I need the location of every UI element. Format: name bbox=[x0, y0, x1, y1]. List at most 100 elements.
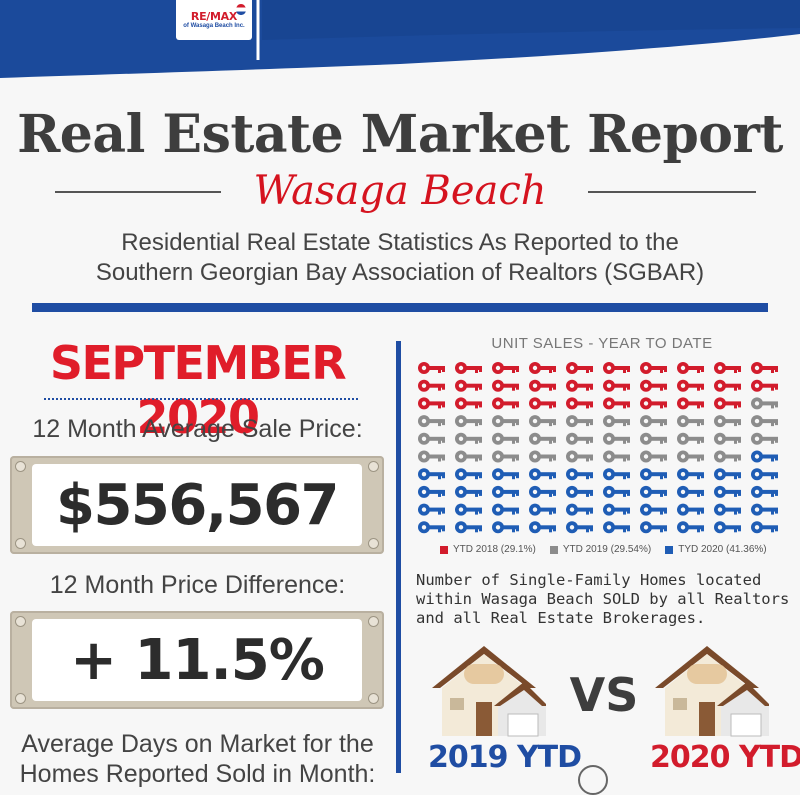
key-icon bbox=[492, 450, 519, 463]
unit-sales-icon-array bbox=[418, 362, 778, 534]
key-icon bbox=[751, 521, 778, 534]
screw-icon bbox=[368, 616, 379, 627]
key-icon bbox=[603, 362, 630, 374]
key-icon bbox=[492, 379, 519, 392]
key-icon bbox=[640, 503, 667, 516]
month-dotted-rule bbox=[44, 398, 358, 400]
key-icon bbox=[418, 468, 445, 481]
key-icon bbox=[640, 432, 667, 445]
key-icon bbox=[492, 485, 519, 498]
days-label-line-2: Homes Reported Sold in Month: bbox=[19, 760, 376, 788]
key-icon bbox=[529, 379, 556, 392]
key-icon bbox=[677, 450, 704, 463]
key-icon bbox=[418, 379, 445, 392]
key-icon bbox=[566, 397, 593, 410]
page-title: Real Estate Market Report bbox=[17, 104, 783, 165]
title-rule-right bbox=[588, 191, 756, 193]
key-icon bbox=[714, 432, 741, 445]
key-icon bbox=[714, 362, 741, 374]
key-icon bbox=[455, 521, 482, 534]
legend-swatch-2018 bbox=[440, 545, 448, 554]
screw-icon bbox=[368, 461, 379, 472]
legend-label-2018: YTD 2018 (29.1%) bbox=[453, 544, 536, 555]
key-icon bbox=[418, 415, 445, 428]
avg-price-value: $556,567 bbox=[32, 464, 362, 546]
key-icon bbox=[492, 521, 519, 534]
days-label-line-1: Average Days on Market for the bbox=[21, 730, 374, 758]
screw-icon bbox=[15, 461, 26, 472]
key-icon bbox=[603, 521, 630, 534]
page-subtitle: Wasaga Beach bbox=[253, 168, 547, 214]
key-icon bbox=[418, 521, 445, 534]
key-icon bbox=[677, 503, 704, 516]
key-icon bbox=[640, 450, 667, 463]
key-icon bbox=[529, 415, 556, 428]
key-icon bbox=[603, 468, 630, 481]
key-icon bbox=[677, 521, 704, 534]
key-icon bbox=[418, 503, 445, 516]
key-icon bbox=[529, 432, 556, 445]
key-icon bbox=[677, 397, 704, 410]
key-icon bbox=[418, 485, 445, 498]
key-icon bbox=[603, 450, 630, 463]
ytd-2020-label: 2020 YTD bbox=[650, 740, 800, 775]
brand-logo[interactable]: RE/MAX of Wasaga Beach Inc. bbox=[176, 0, 252, 40]
key-icon bbox=[492, 432, 519, 445]
key-icon bbox=[603, 397, 630, 410]
key-icon bbox=[751, 397, 778, 410]
price-diff-value: + 11.5% bbox=[32, 619, 362, 701]
legend-label-2020: TYD 2020 (41.36%) bbox=[678, 544, 767, 555]
key-icon bbox=[751, 503, 778, 516]
key-icon bbox=[677, 432, 704, 445]
screw-icon bbox=[15, 693, 26, 704]
key-icon bbox=[455, 379, 482, 392]
key-icon bbox=[492, 362, 519, 374]
key-icon bbox=[418, 397, 445, 410]
key-icon bbox=[677, 415, 704, 428]
key-icon bbox=[751, 432, 778, 445]
key-icon bbox=[566, 450, 593, 463]
key-icon bbox=[751, 468, 778, 481]
key-icon bbox=[566, 379, 593, 392]
key-icon bbox=[640, 485, 667, 498]
key-icon bbox=[714, 379, 741, 392]
price-diff-label: 12 Month Price Difference: bbox=[49, 571, 346, 599]
screw-icon bbox=[368, 538, 379, 549]
key-icon bbox=[566, 415, 593, 428]
key-icon bbox=[529, 397, 556, 410]
key-icon bbox=[529, 485, 556, 498]
key-icon bbox=[529, 521, 556, 534]
key-icon bbox=[640, 397, 667, 410]
key-icon bbox=[751, 485, 778, 498]
key-icon bbox=[677, 362, 704, 374]
legend-item-2020: TYD 2020 (41.36%) bbox=[665, 544, 767, 555]
logo-sub-text: of Wasaga Beach Inc. bbox=[183, 23, 245, 29]
key-icon bbox=[714, 503, 741, 516]
avg-price-plaque: $556,567 bbox=[10, 456, 384, 554]
key-icon bbox=[529, 362, 556, 374]
decorative-circle bbox=[578, 765, 608, 795]
key-icon bbox=[455, 503, 482, 516]
key-icon bbox=[566, 468, 593, 481]
description-line-1: Residential Real Estate Statistics As Re… bbox=[121, 229, 679, 256]
screw-icon bbox=[368, 693, 379, 704]
key-icon bbox=[640, 468, 667, 481]
key-icon bbox=[603, 432, 630, 445]
avg-price-label: 12 Month Average Sale Price: bbox=[32, 415, 363, 443]
key-icon bbox=[492, 397, 519, 410]
description-line-2: Southern Georgian Bay Association of Rea… bbox=[95, 259, 705, 286]
key-icon bbox=[677, 485, 704, 498]
header-band bbox=[0, 0, 800, 80]
key-icon bbox=[603, 485, 630, 498]
legend-swatch-2020 bbox=[665, 545, 674, 554]
price-diff-plaque: + 11.5% bbox=[10, 611, 384, 709]
report-description: Residential Real Estate Statistics As Re… bbox=[0, 228, 800, 288]
column-divider bbox=[396, 341, 401, 773]
house-icon-2020 bbox=[655, 646, 769, 737]
key-icon bbox=[566, 362, 593, 374]
key-icon bbox=[566, 503, 593, 516]
key-icon bbox=[418, 450, 445, 463]
key-icon bbox=[714, 397, 741, 410]
key-icon bbox=[455, 450, 482, 463]
key-icon bbox=[455, 485, 482, 498]
